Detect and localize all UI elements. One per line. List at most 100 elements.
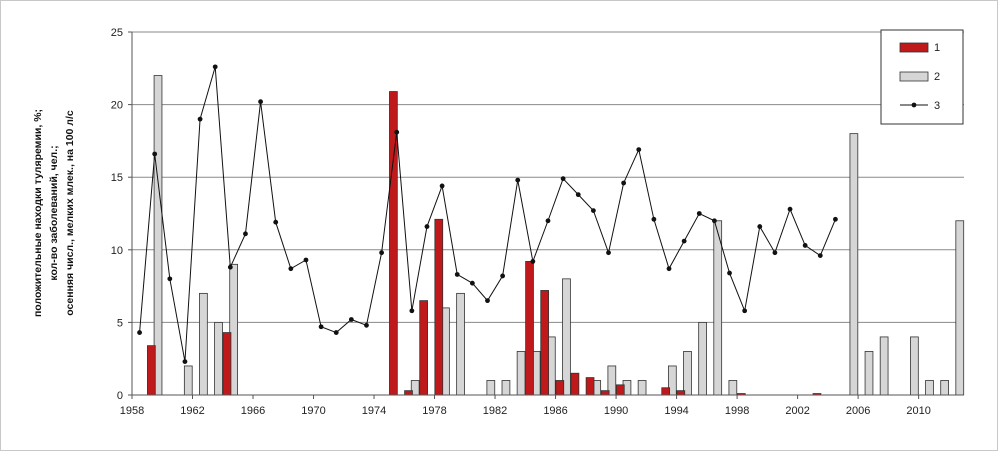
series-3-point bbox=[530, 259, 536, 264]
series-3-point bbox=[197, 116, 203, 122]
series-3-point bbox=[666, 266, 672, 272]
series-2-bar bbox=[683, 351, 692, 396]
series-2-bar bbox=[879, 336, 889, 396]
series-3-line bbox=[137, 64, 838, 365]
series-3-polyline bbox=[139, 66, 836, 362]
x-tick-label: 1986 bbox=[543, 405, 567, 417]
series-3-point bbox=[575, 192, 581, 198]
series-1-bar bbox=[147, 345, 156, 396]
series-3-point bbox=[227, 264, 233, 270]
y-tick-label: 0 bbox=[117, 390, 123, 402]
x-tick-label: 1998 bbox=[725, 405, 749, 417]
series-1-bar bbox=[222, 332, 232, 396]
series-2-bar bbox=[516, 351, 526, 396]
y-tick-label: 25 bbox=[111, 27, 123, 39]
y-axis-label-line: осенняя числ., мелких млек., на 100 л/с bbox=[64, 110, 76, 316]
legend-label-2: 2 bbox=[934, 71, 940, 83]
series-3-point bbox=[742, 308, 748, 314]
series-3-point bbox=[424, 224, 430, 229]
x-tick-label: 1994 bbox=[664, 405, 688, 417]
series-3-point bbox=[681, 238, 687, 244]
series-1-bar bbox=[661, 387, 671, 396]
series-2-bar bbox=[728, 380, 738, 396]
series-2-bar bbox=[199, 292, 208, 396]
series-3-point bbox=[485, 298, 490, 304]
x-tick-label: 1970 bbox=[301, 405, 325, 417]
legend-swatch-1 bbox=[899, 42, 929, 53]
series-1-bar bbox=[600, 390, 610, 396]
series-3-point bbox=[757, 224, 763, 229]
series-3-point bbox=[833, 216, 838, 222]
x-tick-label: 2006 bbox=[846, 405, 870, 417]
y-axis-label: положительные находки туляремии, %; кол-в… bbox=[32, 109, 76, 317]
x-tick-label: 1990 bbox=[604, 405, 628, 417]
series-3-point bbox=[243, 231, 248, 237]
series-3-point bbox=[439, 183, 445, 189]
series-3-point bbox=[712, 218, 717, 224]
y-tick-label: 15 bbox=[111, 172, 123, 184]
series-2-bar bbox=[940, 380, 949, 396]
legend-swatch-2 bbox=[899, 71, 929, 82]
series-3-point bbox=[621, 180, 627, 186]
series-1-bar bbox=[570, 372, 580, 396]
series-3-point bbox=[348, 317, 354, 322]
series-3-point bbox=[212, 64, 218, 70]
series-1-bar bbox=[540, 290, 550, 396]
y-tick-label: 20 bbox=[111, 100, 123, 112]
series-3-point bbox=[772, 250, 778, 256]
series-3-point bbox=[364, 322, 369, 328]
series-3-point bbox=[379, 250, 384, 256]
series-3-point bbox=[152, 151, 158, 157]
series-1-bars bbox=[147, 91, 822, 396]
gridlines bbox=[132, 31, 964, 323]
series-3-point bbox=[817, 253, 823, 259]
y-tick-labels: 0 5 10 15 20 25 bbox=[111, 27, 123, 402]
series-1-bar bbox=[555, 380, 565, 396]
x-tick-labels: 1958 1962 1966 1970 1974 1978 1982 1986 1990 1994… bbox=[120, 405, 931, 417]
series-3-point bbox=[590, 208, 596, 213]
y-tick-label: 5 bbox=[117, 317, 123, 329]
series-3-point bbox=[636, 147, 642, 153]
series-3-point bbox=[394, 129, 400, 135]
series-3-point bbox=[802, 243, 808, 248]
series-2-bar bbox=[637, 380, 647, 396]
x-tick-label: 1974 bbox=[362, 405, 386, 417]
series-3-point bbox=[318, 324, 324, 330]
series-3-point bbox=[288, 266, 294, 272]
series-2-bar bbox=[486, 380, 496, 396]
y-axis-label-line: положительные находки туляремии, %; bbox=[32, 109, 44, 317]
series-2-bar bbox=[698, 321, 707, 396]
series-2-bar bbox=[713, 220, 723, 396]
series-1-bar bbox=[404, 390, 413, 396]
axes bbox=[128, 31, 964, 399]
series-3-point bbox=[258, 99, 263, 105]
series-3-point bbox=[515, 177, 521, 183]
series-3-point bbox=[545, 218, 551, 224]
series-2-bar bbox=[849, 133, 859, 396]
series-1-bar bbox=[525, 261, 534, 396]
series-1-bar bbox=[585, 377, 595, 396]
series-1-bar bbox=[676, 390, 686, 396]
series-3-point bbox=[500, 273, 506, 279]
x-tick-label: 2002 bbox=[785, 405, 809, 417]
series-3-point bbox=[137, 330, 142, 335]
x-tick-label: 1958 bbox=[120, 405, 144, 417]
series-2-bar bbox=[456, 292, 465, 396]
series-3-point bbox=[787, 206, 793, 212]
series-3-point bbox=[651, 216, 657, 222]
series-3-point bbox=[469, 280, 475, 286]
y-axis-label-line: кол-во заболеваний, чел.; bbox=[48, 145, 60, 280]
x-tick-label: 1966 bbox=[241, 405, 265, 417]
x-tick-label: 1982 bbox=[483, 405, 507, 417]
series-3-point bbox=[167, 276, 173, 282]
series-2-bar bbox=[562, 278, 571, 396]
series-2-bar bbox=[910, 336, 919, 396]
x-tick-label: 2010 bbox=[906, 405, 930, 417]
x-tick-label: 1978 bbox=[422, 405, 446, 417]
x-tick-label: 1962 bbox=[180, 405, 204, 417]
series-3-point bbox=[727, 270, 732, 276]
series-3-point bbox=[182, 359, 188, 365]
legend-label-3: 3 bbox=[934, 100, 940, 112]
